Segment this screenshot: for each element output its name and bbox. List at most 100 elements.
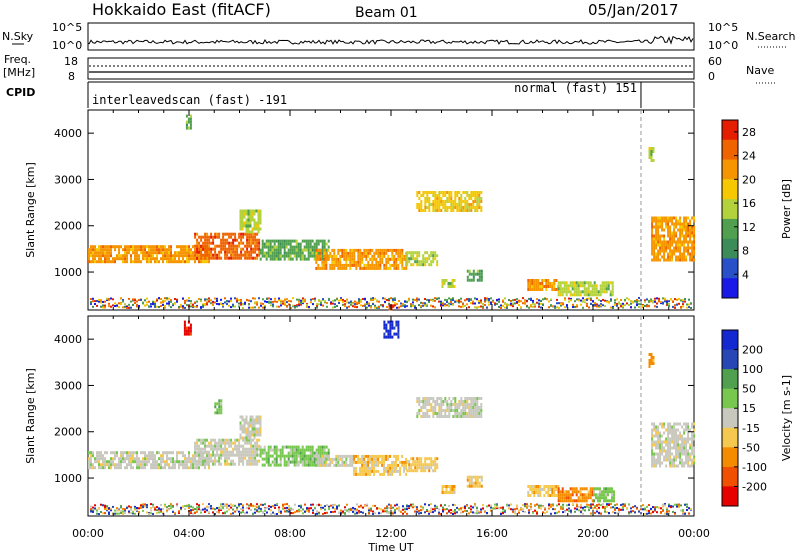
echo-cell	[347, 454, 350, 458]
echo-cell	[426, 415, 429, 418]
echo-cell	[321, 454, 324, 458]
scatter-cell	[636, 304, 638, 307]
scatter-cell	[510, 299, 512, 302]
scatter-cell	[162, 508, 164, 511]
scatter-cell	[114, 305, 116, 307]
scatter-cell	[202, 305, 204, 308]
echo-cell	[443, 279, 446, 282]
scatter-cell	[558, 306, 560, 309]
scatter-cell	[688, 298, 690, 301]
echo-cell	[188, 254, 190, 258]
echo-cell	[321, 257, 324, 261]
echo-cell	[418, 203, 421, 206]
scatter-cell	[672, 300, 674, 303]
echo-cell	[164, 466, 166, 470]
echo-cell	[106, 451, 108, 455]
echo-cell	[106, 254, 108, 258]
scatter-cell	[596, 303, 598, 306]
echo-cell	[416, 415, 419, 418]
scatter-cell	[392, 300, 394, 303]
echo-cell	[541, 285, 544, 288]
echo-cell	[140, 451, 142, 455]
echo-cell	[456, 206, 459, 209]
echo-cell	[208, 235, 211, 239]
echo-cell	[375, 266, 378, 270]
echo-cell	[305, 239, 308, 243]
echo-cell	[184, 251, 186, 255]
echo-cell	[126, 451, 128, 455]
echo-cell	[476, 397, 479, 400]
echo-cell	[124, 451, 126, 455]
echo-cell	[472, 412, 475, 415]
echo-cell	[611, 284, 614, 288]
station-title: Hokkaido East (fitACF)	[92, 0, 271, 19]
echo-cell	[198, 235, 201, 239]
scatter-cell	[516, 507, 518, 510]
echo-cell	[202, 459, 205, 463]
echo-cell	[533, 279, 536, 282]
scatter-cell	[100, 301, 102, 304]
echo-cell	[248, 438, 251, 442]
echo-cell	[691, 249, 694, 253]
echo-cell	[269, 463, 272, 467]
scatter-cell	[120, 505, 122, 508]
scatter-cell	[346, 509, 348, 512]
echo-cell	[236, 450, 239, 454]
echo-cell	[458, 400, 461, 403]
echo-cell	[259, 212, 262, 216]
echo-cell	[303, 254, 306, 258]
scatter-cell	[376, 299, 378, 302]
echo-cell	[210, 444, 213, 448]
scatter-cell	[520, 300, 522, 303]
echo-cell	[309, 451, 312, 455]
echo-cell	[287, 454, 290, 458]
echo-cell	[241, 218, 244, 222]
scatter-cell	[544, 512, 546, 515]
echo-cell	[245, 436, 248, 440]
noise-left-label: N.Sky	[2, 30, 34, 43]
echo-cell	[671, 255, 674, 259]
scatter-cell	[488, 298, 490, 301]
scatter-cell	[284, 507, 286, 510]
scatter-cell	[254, 508, 256, 511]
echo-cell	[315, 245, 318, 249]
echo-cell	[650, 159, 653, 162]
scatter-cell	[142, 509, 144, 512]
scatter-cell	[528, 306, 530, 309]
echo-cell	[579, 284, 582, 288]
echo-cell	[136, 466, 138, 470]
echo-cell	[248, 450, 251, 454]
echo-cell	[371, 257, 374, 261]
echo-cell	[689, 255, 692, 259]
scatter-cell	[240, 503, 242, 506]
echo-cell	[675, 249, 678, 253]
echo-cell	[591, 290, 594, 294]
scatter-cell	[284, 303, 286, 306]
echo-cell	[353, 248, 356, 252]
echo-cell	[387, 469, 390, 473]
echo-cell	[259, 454, 262, 458]
echo-cell	[267, 451, 270, 455]
scatter-cell	[234, 510, 236, 513]
scatter-cell	[172, 505, 174, 508]
echo-cell	[88, 257, 90, 261]
scatter-cell	[212, 507, 214, 510]
scatter-cell	[650, 512, 652, 515]
scatter-cell	[118, 302, 120, 305]
scatter-cell	[596, 297, 598, 300]
echo-cell	[693, 252, 696, 256]
echo-cell	[234, 253, 237, 257]
echo-cell	[418, 260, 421, 264]
echo-cell	[309, 445, 312, 449]
scatter-cell	[612, 506, 614, 509]
scatter-cell	[430, 304, 432, 307]
echo-cell	[683, 228, 686, 232]
echo-cell	[679, 228, 682, 232]
echo-cell	[420, 203, 423, 206]
scatter-cell	[382, 509, 384, 512]
freq-label-1: Freq.	[4, 53, 31, 66]
echo-cell	[238, 438, 241, 442]
echo-cell	[444, 415, 447, 418]
echo-cell	[365, 469, 368, 473]
